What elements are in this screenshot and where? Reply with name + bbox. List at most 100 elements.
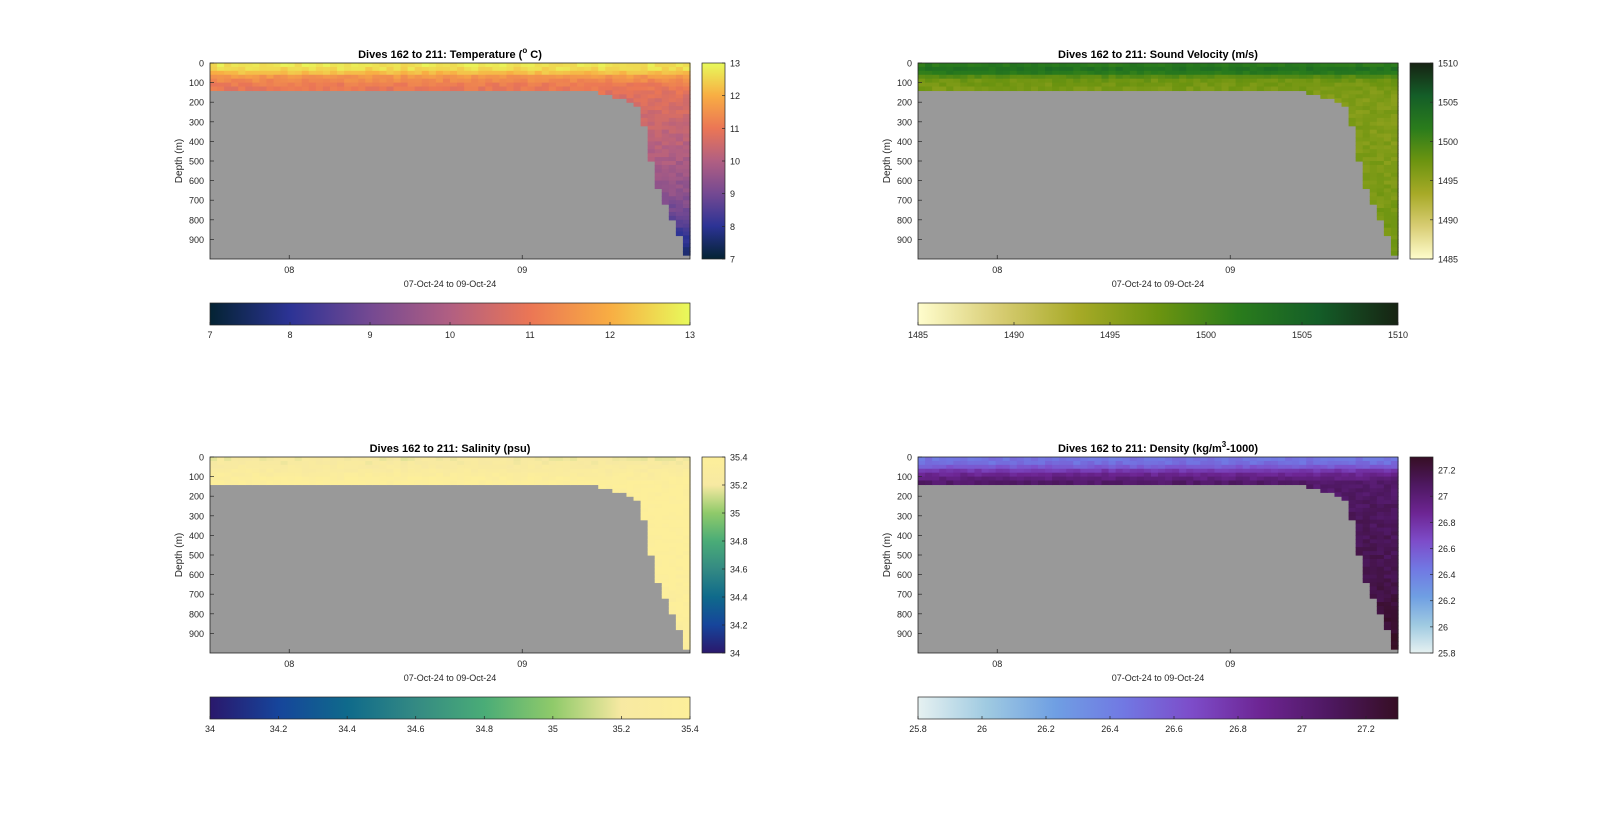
heatmap-cell: [322, 74, 331, 80]
heatmap-cell: [925, 476, 933, 482]
heatmap-cell: [1214, 472, 1223, 478]
heatmap-cell: [210, 457, 218, 462]
heatmap-cell: [939, 66, 947, 72]
heatmap-cell: [661, 200, 670, 205]
heatmap-cell: [1362, 543, 1371, 548]
heatmap-cell: [400, 66, 409, 72]
heatmap-cell: [661, 74, 670, 80]
heatmap-cell: [414, 464, 423, 470]
heatmap-cell: [1348, 460, 1357, 466]
heatmap-cell: [1299, 86, 1307, 92]
heatmap-cell: [224, 464, 232, 470]
heatmap-cell: [1369, 511, 1378, 517]
heatmap-cell: [1129, 70, 1138, 76]
heatmap-cell: [294, 476, 303, 482]
heatmap-cell: [1235, 74, 1244, 80]
colorbar-tick-label: 34.4: [730, 593, 748, 603]
y-tick-label: 500: [897, 551, 912, 561]
heatmap-cell: [365, 472, 373, 478]
heatmap-cell: [1376, 586, 1385, 591]
heatmap-cell: [1256, 464, 1265, 470]
heatmap-cell: [308, 63, 317, 68]
heatmap-cell: [1094, 70, 1103, 76]
heatmap-cell: [1066, 480, 1074, 486]
y-tick-label: 700: [897, 196, 912, 206]
heatmap-cell: [224, 86, 232, 92]
colorbar-horizontal-gradient: [917, 302, 1399, 326]
heatmap-cell: [668, 570, 677, 576]
heatmap-cell: [287, 460, 296, 466]
heatmap-cell: [1256, 70, 1265, 76]
heatmap-cell: [400, 78, 409, 84]
colorbar-tick-label: 35.2: [730, 481, 748, 491]
heatmap-cell: [1270, 476, 1279, 482]
heatmap-cell: [245, 460, 253, 466]
heatmap-cell: [675, 133, 684, 139]
heatmap-cell: [675, 523, 684, 529]
heatmap-cell: [1158, 63, 1166, 68]
heatmap-cell: [675, 149, 684, 154]
heatmap-cell: [224, 476, 232, 482]
heatmap-cell: [960, 70, 969, 76]
heatmap-cell: [591, 82, 599, 88]
heatmap-cell: [654, 539, 663, 544]
heatmap-cell: [668, 543, 677, 548]
heatmap-cell: [1383, 523, 1392, 529]
heatmap-cell: [337, 70, 345, 76]
heatmap-cell: [1306, 464, 1314, 470]
heatmap-cell: [682, 161, 691, 166]
heatmap-cell: [675, 566, 684, 572]
heatmap-cell: [1087, 476, 1096, 482]
colorbar-horizontal: 25.8 26 26.2 26.4 26.6 26.8 27 27.2: [909, 696, 1399, 734]
heatmap-cell: [675, 578, 684, 584]
heatmap-cell: [1390, 121, 1399, 127]
heatmap-cell: [682, 74, 691, 80]
heatmap-cell: [1313, 464, 1321, 470]
heatmap-cell: [1369, 168, 1378, 174]
heatmap-cell: [541, 74, 550, 80]
heatmap-cell: [640, 78, 649, 84]
heatmap-cell: [1242, 464, 1251, 470]
heatmap-cell: [960, 472, 969, 478]
heatmap-cell: [633, 460, 642, 466]
heatmap-cell: [1348, 464, 1357, 470]
heatmap-cell: [668, 457, 677, 462]
heatmap-cell: [1369, 586, 1378, 591]
heatmap-cell: [675, 113, 684, 119]
heatmap-cell: [259, 86, 268, 92]
heatmap-cell: [598, 460, 606, 466]
heatmap-cell: [294, 78, 303, 84]
heatmap-cell: [372, 82, 381, 88]
heatmap-cell: [1362, 98, 1371, 103]
colorbar-vertical-gradient: [1409, 456, 1434, 654]
y-tick-label: 600: [189, 570, 204, 580]
heatmap-cell: [1383, 511, 1392, 517]
heatmap-cell: [428, 472, 437, 478]
heatmap-cell: [1059, 464, 1067, 470]
heatmap-cell: [640, 464, 649, 470]
heatmap-cell: [1376, 609, 1385, 615]
heatmap-cell: [1306, 468, 1314, 474]
x-tick-label: 08: [992, 265, 1002, 275]
heatmap-cell: [1313, 480, 1321, 486]
heatmap-cell: [668, 609, 677, 615]
heatmap-cell: [661, 590, 670, 595]
heatmap-cell: [1242, 74, 1251, 80]
heatmap-cell: [654, 558, 663, 564]
heatmap-cell: [932, 472, 940, 478]
heatmap-cell: [1059, 86, 1067, 92]
heatmap-cell: [668, 531, 677, 536]
heatmap-cell: [1362, 145, 1371, 150]
heatmap-cell: [435, 78, 444, 84]
y-tick-label: 600: [189, 176, 204, 186]
heatmap-cell: [1355, 488, 1364, 493]
heatmap-cell: [1101, 74, 1110, 80]
heatmap-cell: [541, 70, 550, 76]
heatmap-cell: [1263, 468, 1272, 474]
heatmap-cell: [619, 488, 628, 493]
heatmap-cell: [1016, 472, 1025, 478]
heatmap-cell: [1080, 78, 1089, 84]
heatmap-cell: [654, 113, 663, 119]
heatmap-cell: [1002, 82, 1011, 88]
heatmap-cell: [1200, 86, 1209, 92]
